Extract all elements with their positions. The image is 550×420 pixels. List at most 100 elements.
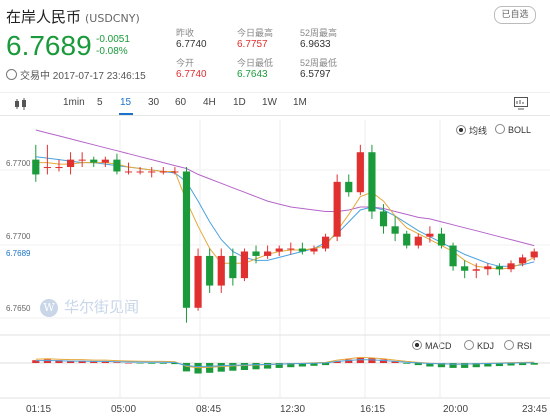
macd-bar [461, 363, 469, 368]
rsi-label: RSI [517, 341, 533, 351]
candle-body [310, 248, 318, 252]
candle-body [519, 257, 527, 264]
macd-bar [530, 363, 538, 365]
macd-bar [345, 359, 353, 363]
macd-bar [124, 363, 133, 364]
macd-bar [229, 363, 237, 371]
macd-toggle[interactable]: MACD [412, 340, 452, 351]
candle-body [321, 236, 330, 249]
candle-body [368, 152, 376, 212]
candle-body [252, 251, 260, 256]
x-tick-label: 16:15 [360, 404, 386, 415]
x-tick-label: 08:45 [196, 404, 222, 415]
candle-body [333, 181, 341, 237]
stat-value: 6.7740 [176, 39, 207, 50]
macd-bar [379, 359, 388, 363]
stat-label: 今开 [176, 58, 195, 68]
period-1m[interactable]: 1M [293, 97, 307, 108]
x-tick-label: 20:00 [443, 404, 469, 415]
candle-body [229, 255, 237, 279]
macd-bar [519, 363, 527, 366]
period-30[interactable]: 30 [148, 97, 160, 108]
period-5[interactable]: 5 [97, 97, 103, 108]
macd-bar [240, 363, 249, 370]
candle-body [124, 171, 133, 173]
macd-bar [252, 363, 260, 370]
kdj-label: KDJ [477, 341, 495, 351]
macd-bar [437, 363, 446, 368]
candle-body [391, 226, 399, 234]
period-toolbar: 1min 5 15 30 60 4H 1D 1W 1M [0, 92, 550, 116]
stat-label: 今日最低 [237, 58, 274, 68]
macd-bar [484, 363, 492, 367]
period-1d[interactable]: 1D [233, 97, 246, 108]
macd-bar [43, 359, 51, 363]
stat-label: 52周最高 [300, 28, 338, 38]
radio-unchecked-icon [504, 340, 514, 350]
candle-body [345, 181, 353, 193]
candle-body [461, 266, 469, 271]
macd-dif-line [35, 356, 535, 369]
candle-body [437, 233, 446, 246]
radio-checked-icon [456, 125, 466, 135]
candle-body [136, 171, 144, 173]
price-change: -0.0051 -0.08% [96, 34, 130, 58]
current-price-label: 6.7689 [6, 249, 31, 258]
y-tick-label: 6.7650 [6, 304, 31, 313]
candle-body [113, 159, 121, 172]
ma-line [35, 162, 535, 270]
rsi-toggle[interactable]: RSI [504, 340, 532, 351]
candle-body [507, 263, 515, 270]
macd-bar [78, 360, 86, 363]
period-4h[interactable]: 4H [203, 97, 216, 108]
candle-body [66, 159, 75, 168]
candle-body [449, 245, 457, 267]
candle-body [414, 236, 422, 246]
macd-bar [206, 363, 214, 373]
candle-body [206, 255, 214, 286]
period-60[interactable]: 60 [175, 97, 187, 108]
x-tick-label: 12:30 [280, 404, 306, 415]
candle-body [159, 171, 167, 173]
candle-body [171, 171, 179, 173]
candle-body [426, 233, 434, 237]
candlestick-type-icon[interactable] [14, 98, 28, 110]
period-15[interactable]: 15 [120, 97, 132, 108]
watermark-text: 华尔街见闻 [64, 298, 140, 316]
candle-body [530, 251, 538, 258]
kdj-toggle[interactable]: KDJ [464, 340, 494, 351]
period-1min[interactable]: 1min [63, 97, 85, 108]
candle-body [495, 266, 504, 270]
stat-value: 6.5797 [300, 69, 331, 80]
radio-unchecked-icon [495, 124, 505, 134]
stat-value: 6.7643 [237, 69, 268, 80]
macd-bar [32, 360, 40, 363]
macd-bar [321, 363, 330, 366]
instrument-title: 在岸人民币 (USDCNY) [6, 6, 140, 27]
stat-value: 6.7757 [237, 39, 268, 50]
macd-bar [217, 363, 225, 372]
macd-bar [113, 362, 121, 363]
macd-bar [391, 361, 399, 363]
boll-label: BOLL [508, 125, 532, 135]
stat-low: 今日最低 6.7643 [237, 58, 273, 80]
last-price: 6.7689 [6, 30, 92, 61]
ma-toggle[interactable]: 均线 [456, 124, 487, 137]
y-tick-label: 6.7700 [6, 232, 31, 241]
candle-body [182, 171, 191, 308]
boll-toggle[interactable]: BOLL [495, 124, 531, 135]
status-time-text: 交易中 2017-07-17 23:46:15 [20, 71, 146, 82]
macd-bar [333, 361, 341, 363]
radio-checked-icon [412, 340, 422, 350]
candle-body [148, 171, 156, 173]
macd-bar [194, 363, 202, 374]
ma-label: 均线 [469, 126, 488, 136]
period-1w[interactable]: 1W [262, 97, 277, 108]
ma-line [35, 129, 535, 247]
candle-body [32, 159, 40, 175]
watchlist-button[interactable]: 已自选 [494, 6, 536, 24]
fullscreen-chart-icon[interactable] [514, 97, 528, 110]
macd-bar [298, 363, 306, 367]
macd-bar [264, 363, 272, 369]
x-tick-label: 23:45 [522, 404, 548, 415]
